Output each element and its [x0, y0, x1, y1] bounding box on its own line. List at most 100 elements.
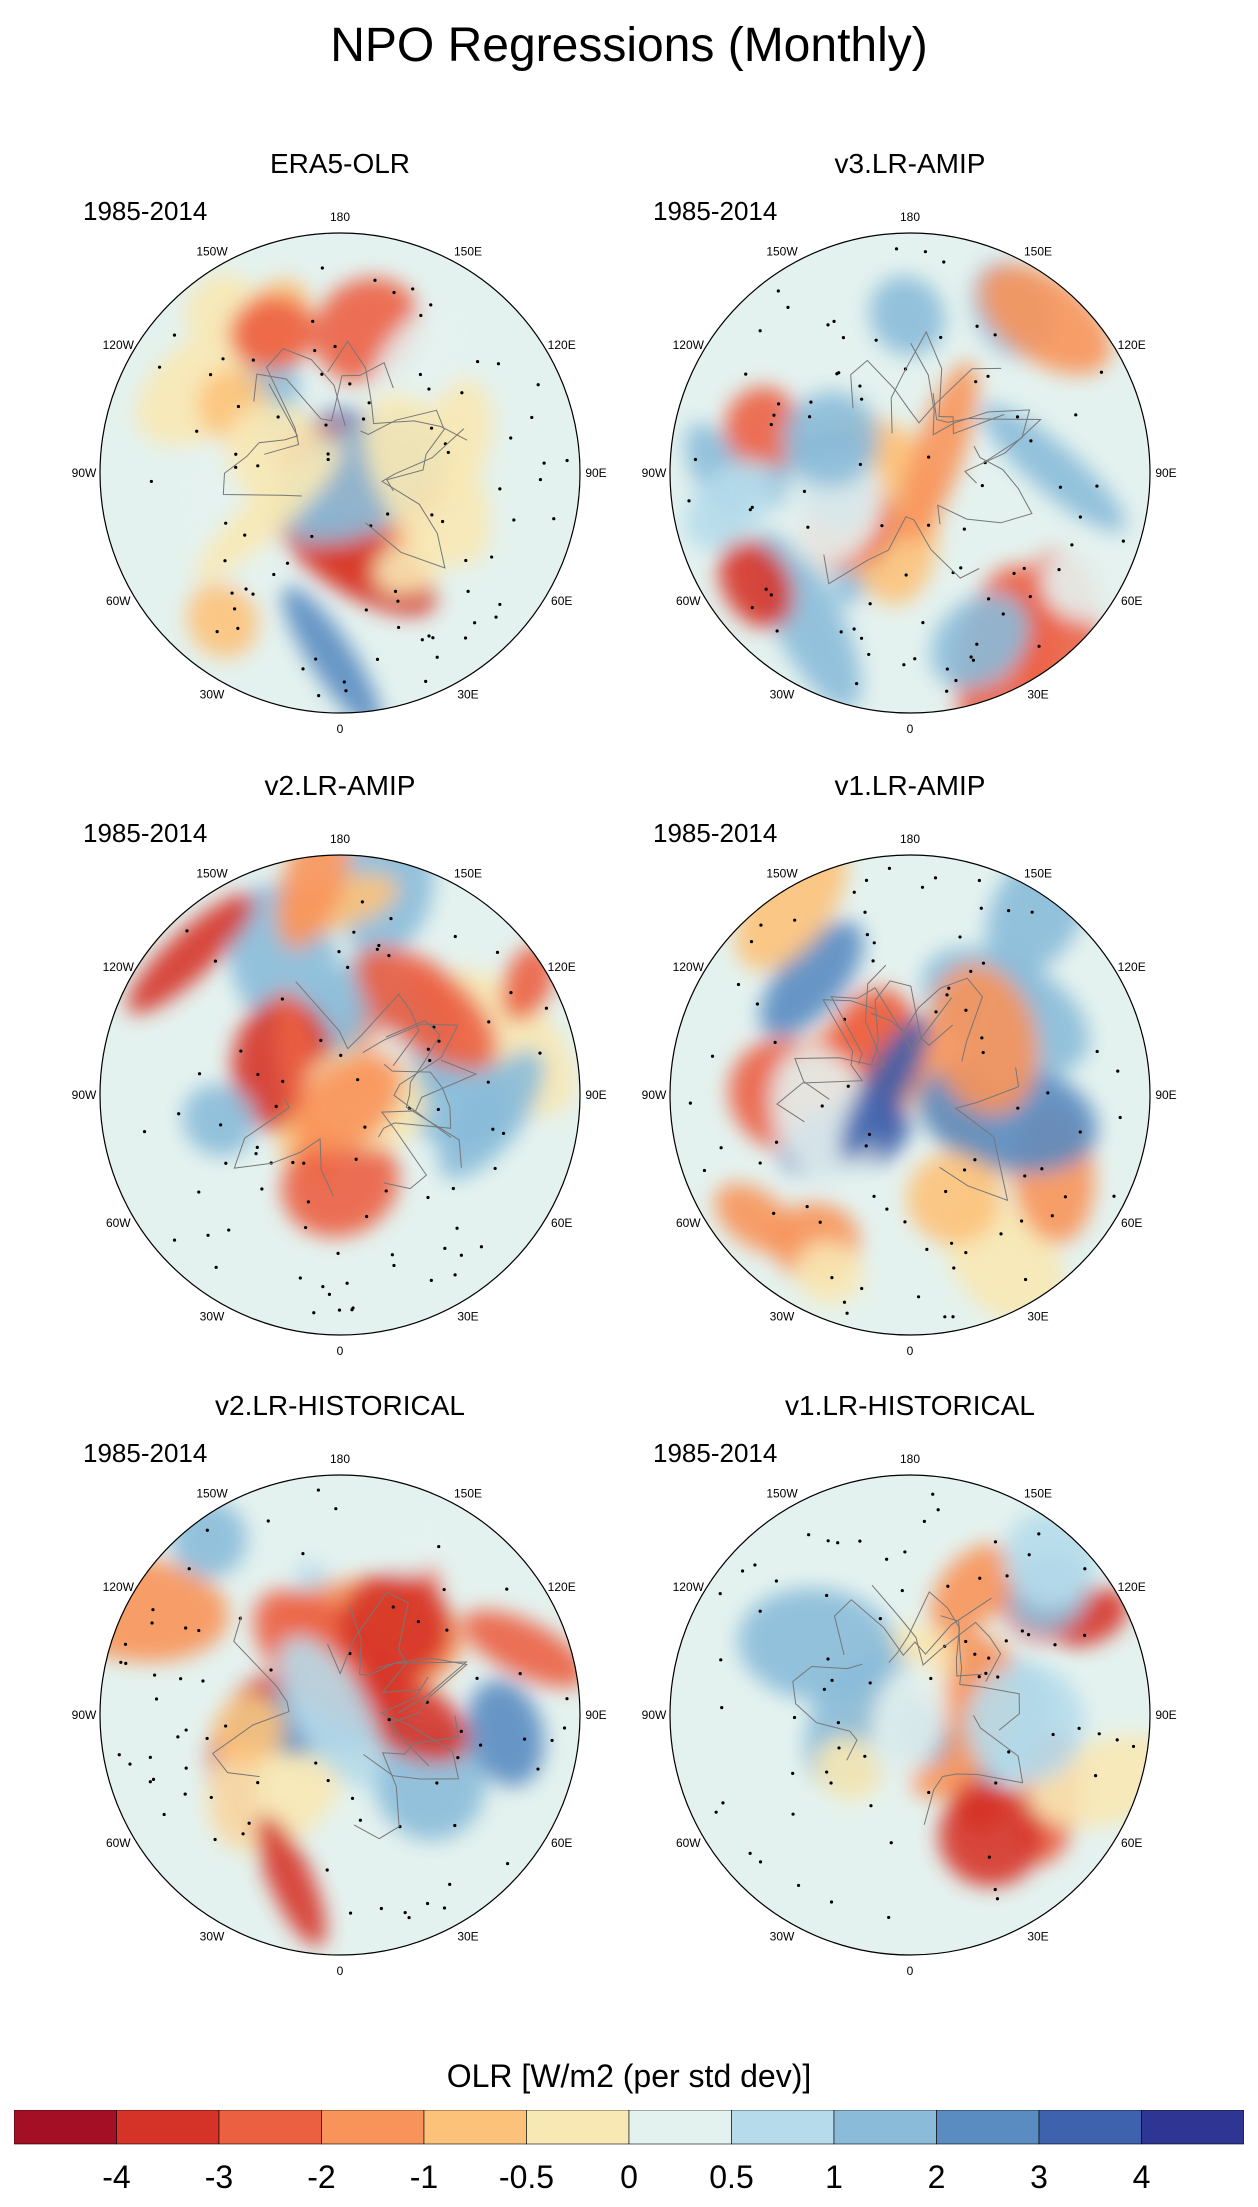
stipple-dot — [224, 1161, 228, 1165]
stipple-dot — [459, 1253, 463, 1257]
colorbar-tick-label: -0.5 — [499, 2159, 554, 2195]
stipple-dot — [720, 1706, 724, 1710]
stipple-dot — [900, 1588, 904, 1593]
stipple-dot — [702, 1168, 707, 1173]
anomaly-region — [929, 963, 1039, 1115]
stipple-dot — [232, 607, 237, 611]
coastline — [353, 1715, 460, 1840]
anomaly-region — [980, 404, 1127, 534]
stipple-dot — [829, 1781, 833, 1785]
stipple-dot — [1046, 1091, 1050, 1095]
stipple-dot — [142, 1129, 147, 1134]
stipple-dot — [867, 652, 871, 657]
stipple-dot — [337, 949, 341, 954]
stipple-dot — [792, 1715, 797, 1720]
stipple-dot — [945, 993, 949, 997]
stipple-dot — [453, 934, 457, 939]
stipple-dot — [437, 1039, 441, 1043]
stipple-dot — [256, 1072, 260, 1077]
stipple-dot — [1058, 485, 1063, 489]
anomaly-region — [462, 1610, 580, 1688]
polar-map: 180 150E 120E 90E 60E 30E 0 30W 60W 90W 120W 150W — [72, 1452, 607, 1978]
figure-title: NPO Regressions (Monthly) — [330, 19, 928, 72]
stipple-dot — [495, 950, 500, 954]
stipple-dot — [964, 1250, 968, 1255]
stipple-dot — [475, 1676, 479, 1680]
colorbar-tick-label: 0 — [620, 2159, 638, 2195]
stipple-dot — [868, 602, 872, 606]
coastline — [385, 1019, 462, 1168]
stipple-dot — [429, 303, 433, 307]
longitude-label: 0 — [337, 722, 344, 736]
colorbar-tick-label: -1 — [410, 2159, 438, 2195]
stipple-dot — [889, 1841, 893, 1845]
stipple-dot — [826, 1657, 830, 1661]
coastline — [222, 383, 302, 497]
colorbar-swatch — [936, 2110, 1040, 2145]
stipple-dot — [214, 1265, 218, 1269]
stipple-dot — [993, 1887, 997, 1892]
anomaly-region — [466, 1679, 545, 1787]
stipple-dot — [197, 1190, 201, 1194]
panel-period: 1985-2014 — [83, 196, 208, 226]
stipple-dot — [974, 380, 978, 384]
longitude-label: 150E — [1024, 244, 1052, 258]
stipple-dot — [822, 1687, 826, 1691]
stipple-dot — [791, 1812, 795, 1816]
stipple-dot — [1040, 1167, 1044, 1171]
stipple-dot — [390, 1253, 394, 1257]
stipple-dot — [316, 1488, 320, 1492]
stipple-dot — [806, 525, 810, 529]
map-panel-v1-amip: v1.LR-AMIP 1985-2014 180 150E 120E 90E 60E 30… — [630, 770, 1190, 1390]
stipple-dot — [1023, 1174, 1027, 1178]
stipple-dot — [878, 1616, 882, 1621]
stipple-dot — [291, 1160, 295, 1165]
stipple-dot — [177, 1112, 181, 1116]
stipple-dot — [852, 627, 856, 631]
longitude-label: 30E — [457, 688, 478, 702]
stipple-dot — [472, 621, 477, 625]
stipple-dot — [530, 415, 534, 420]
stipple-dot — [420, 638, 424, 642]
polar-map: 180 150E 120E 90E 60E 30E 0 30W 60W 90W 120W 150W — [642, 832, 1177, 1358]
stipple-dot — [243, 533, 247, 537]
panel-title: v1.LR-AMIP — [834, 770, 986, 801]
stipple-dot — [325, 1868, 329, 1872]
stipple-dot — [208, 373, 213, 377]
longitude-label: 150W — [196, 866, 228, 880]
stipple-dot — [1077, 1726, 1081, 1730]
anomaly-region — [899, 362, 978, 545]
coastline — [363, 1676, 460, 1780]
stipple-dot — [818, 1220, 822, 1224]
stipple-dot — [1057, 568, 1061, 572]
stipple-dot — [719, 1146, 723, 1150]
stipple-dot — [426, 1047, 430, 1051]
stipple-dot — [321, 1285, 325, 1289]
stipple-dot — [244, 587, 248, 591]
anomaly-region — [355, 946, 498, 1072]
stipple-dot — [393, 589, 398, 594]
stipple-dot — [301, 667, 305, 671]
stipple-dot — [205, 1736, 209, 1741]
coastlines — [776, 964, 1020, 1202]
stipple-dot — [320, 372, 324, 376]
panel-title: v2.LR-AMIP — [264, 770, 416, 801]
stipple-dot — [352, 930, 356, 934]
longitude-label: 60W — [106, 594, 131, 608]
stipple-dot — [880, 524, 884, 528]
anomaly-region — [869, 275, 945, 356]
stipple-dot — [148, 1755, 152, 1759]
stipple-dot — [820, 1104, 824, 1108]
stipple-dot — [490, 555, 494, 559]
stipple-dot — [951, 1315, 955, 1319]
colorbar-swatch — [116, 2110, 220, 2145]
stipple-dot — [326, 457, 330, 462]
stipple-dot — [986, 374, 990, 378]
stipple-dot — [354, 1157, 358, 1161]
stipple-dot — [744, 372, 748, 376]
longitude-label: 120E — [548, 1580, 576, 1594]
stipple-dot — [946, 1584, 950, 1588]
stipple-dot — [301, 1552, 305, 1556]
coastline — [833, 1597, 992, 1657]
stipple-dot — [791, 1771, 795, 1775]
